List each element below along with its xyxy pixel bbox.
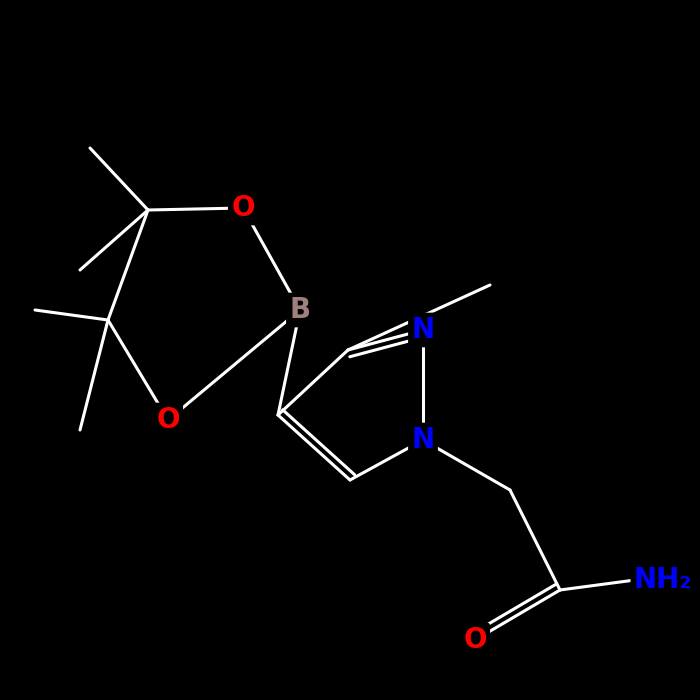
- Text: N: N: [412, 426, 435, 454]
- Text: B: B: [289, 296, 311, 324]
- Text: N: N: [412, 316, 435, 344]
- Text: O: O: [463, 626, 486, 654]
- Text: NH₂: NH₂: [634, 566, 692, 594]
- Text: O: O: [156, 406, 180, 434]
- Text: O: O: [231, 194, 255, 222]
